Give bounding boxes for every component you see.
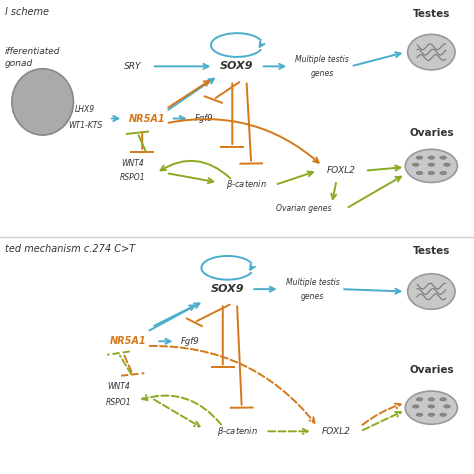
Text: $\beta$-catenin: $\beta$-catenin [217, 425, 257, 438]
Text: NR5A1: NR5A1 [109, 336, 146, 346]
Ellipse shape [405, 149, 457, 182]
Circle shape [440, 413, 447, 417]
Circle shape [428, 163, 435, 166]
Text: SOX9: SOX9 [211, 284, 244, 294]
Text: NR5A1: NR5A1 [128, 113, 165, 124]
Text: LHX9: LHX9 [75, 105, 95, 113]
Text: Fgf9: Fgf9 [194, 114, 213, 123]
Circle shape [428, 156, 435, 159]
Circle shape [428, 398, 435, 401]
Circle shape [428, 413, 435, 417]
Text: Multiple testis: Multiple testis [295, 55, 349, 64]
Text: RSPO1: RSPO1 [106, 399, 131, 407]
Circle shape [428, 405, 435, 408]
Text: RSPO1: RSPO1 [120, 173, 146, 182]
Text: FOXL2: FOXL2 [327, 166, 356, 175]
Circle shape [412, 405, 419, 408]
Circle shape [428, 172, 435, 175]
Text: Ovaries: Ovaries [409, 128, 454, 138]
Text: SOX9: SOX9 [220, 61, 254, 72]
Ellipse shape [408, 274, 455, 310]
Circle shape [416, 413, 423, 417]
Text: l scheme: l scheme [5, 7, 49, 17]
Text: WT1-KTS: WT1-KTS [68, 121, 102, 130]
Ellipse shape [408, 35, 455, 70]
Text: WNT4: WNT4 [107, 382, 130, 391]
Circle shape [444, 163, 450, 166]
Text: ted mechanism c.274 C>T: ted mechanism c.274 C>T [5, 244, 135, 254]
Text: ifferentiated
gonad: ifferentiated gonad [5, 47, 60, 68]
Text: Fgf9: Fgf9 [180, 337, 199, 346]
Text: Multiple testis: Multiple testis [286, 278, 340, 286]
Circle shape [416, 172, 423, 175]
Circle shape [416, 398, 423, 401]
Circle shape [416, 156, 423, 159]
Circle shape [444, 405, 450, 408]
Circle shape [412, 163, 419, 166]
Text: genes: genes [310, 69, 334, 78]
Text: Ovaries: Ovaries [409, 365, 454, 375]
Circle shape [440, 398, 447, 401]
Text: Testes: Testes [413, 246, 450, 256]
Text: FOXL2: FOXL2 [322, 427, 351, 436]
Circle shape [440, 156, 447, 159]
Text: SRY: SRY [124, 62, 141, 71]
Ellipse shape [405, 391, 457, 424]
Text: WNT4: WNT4 [121, 159, 144, 168]
Text: $\beta$-catenin: $\beta$-catenin [226, 178, 267, 191]
Text: Testes: Testes [413, 9, 450, 19]
Ellipse shape [12, 69, 73, 135]
Text: genes: genes [301, 292, 325, 301]
Circle shape [440, 172, 447, 175]
Text: Ovarian genes: Ovarian genes [275, 204, 331, 213]
